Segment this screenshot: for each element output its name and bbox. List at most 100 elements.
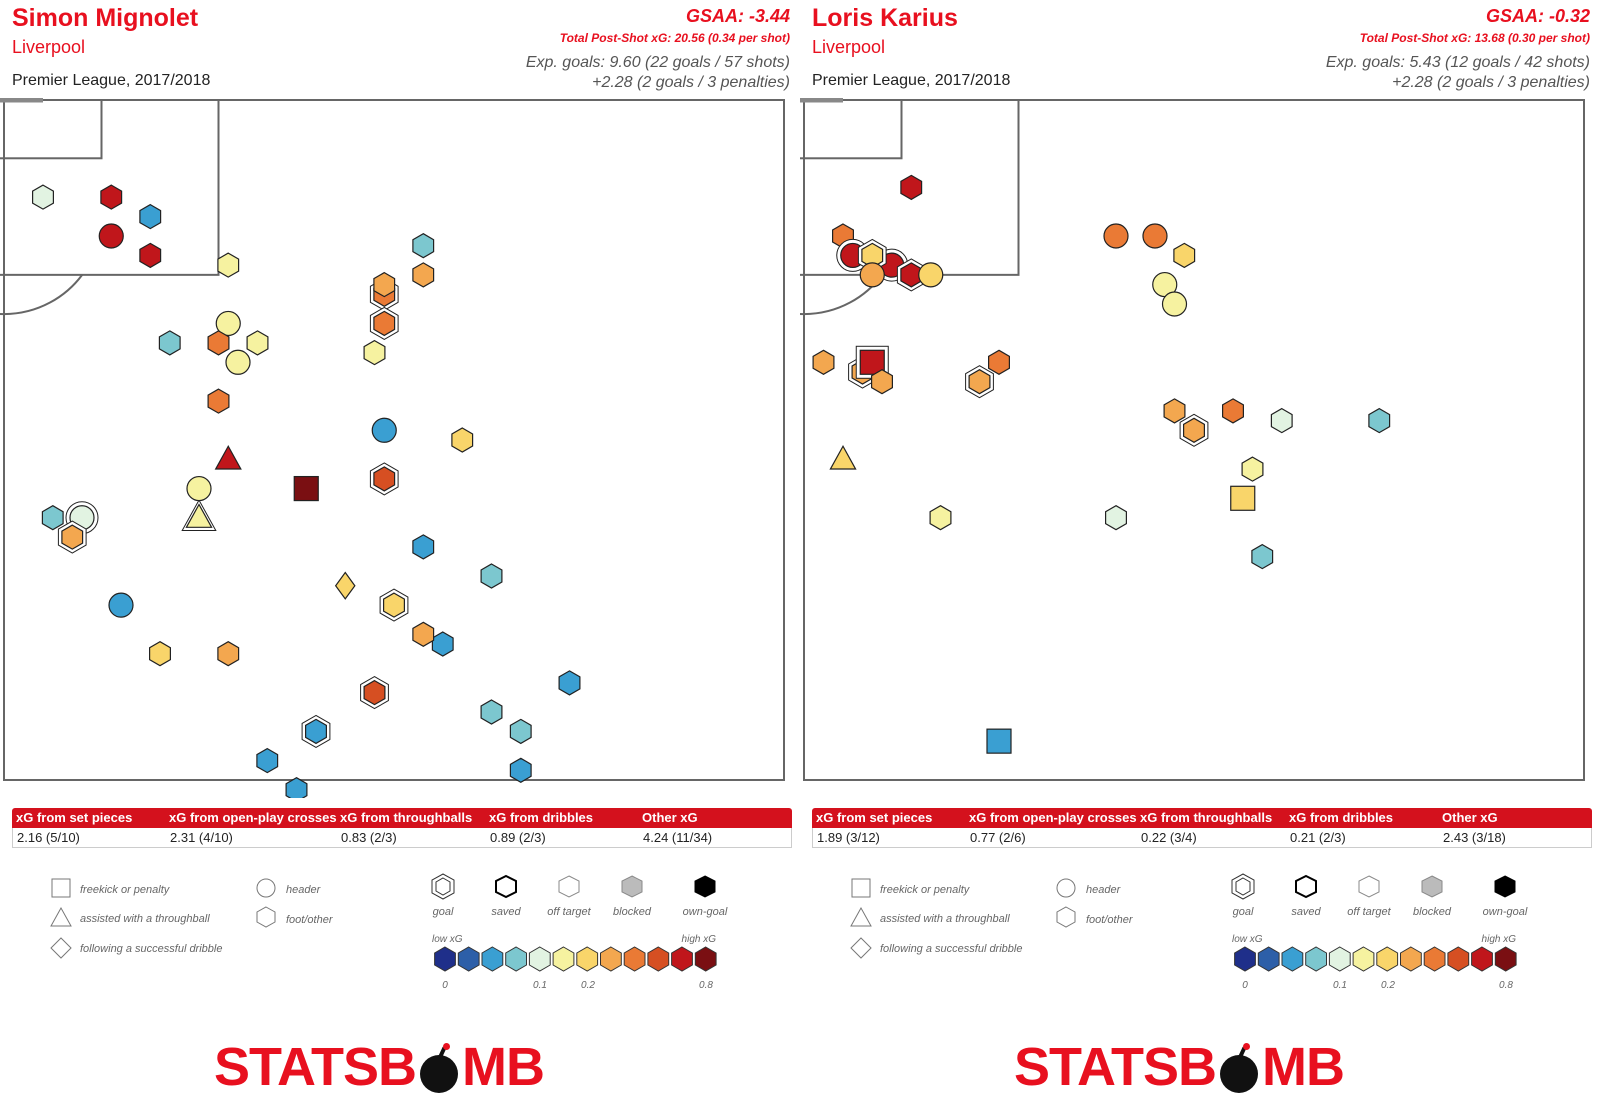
team-name: Liverpool xyxy=(12,37,86,57)
shot-marker xyxy=(988,349,1010,375)
shot-marker xyxy=(100,184,123,210)
legend-shape-label: assisted with a throughball xyxy=(880,913,1010,925)
scale-tick: 0 xyxy=(442,980,448,991)
shot-marker xyxy=(896,258,926,292)
shot-marker xyxy=(855,345,889,379)
gsaa-value: GSAA: -3.44 xyxy=(685,6,790,26)
scale-swatch xyxy=(1305,946,1327,972)
shot-marker xyxy=(1142,223,1168,249)
legend-shape-label: header xyxy=(286,884,322,896)
shot-marker xyxy=(1368,407,1391,434)
shot-marker xyxy=(812,349,835,375)
shot-marker xyxy=(431,631,454,657)
square-icon xyxy=(51,878,71,898)
shot-marker xyxy=(41,505,64,531)
pitch-border xyxy=(803,99,1585,781)
shot-marker xyxy=(363,339,386,366)
shot-marker xyxy=(1163,398,1186,424)
logo-text-right: MB xyxy=(461,1037,545,1097)
shot-marker xyxy=(334,571,356,600)
bomb-icon xyxy=(416,1043,462,1093)
scale-swatch xyxy=(1494,946,1517,972)
table-header: xG from dribbles xyxy=(1289,810,1394,825)
expected-goals-line-2: +2.28 (2 goals / 3 penalties) xyxy=(592,74,790,91)
legend-graphic: freekick or penalty assisted with a thro… xyxy=(50,873,728,991)
table-cell: 1.89 (3/12) xyxy=(817,830,880,845)
statsbomb-logo: STATSB MB xyxy=(214,1036,545,1097)
six-yard-box xyxy=(0,99,103,160)
shot-map-pitch xyxy=(800,98,1585,781)
shot-marker xyxy=(1222,398,1244,424)
scale-tick: 0.2 xyxy=(1381,980,1395,991)
blocked-hexagon-icon xyxy=(1421,875,1443,898)
shot-marker xyxy=(108,592,134,618)
shot-marker xyxy=(217,641,240,667)
hexagon-icon xyxy=(256,906,276,928)
legend-shape-label: assisted with a throughball xyxy=(80,913,210,925)
legend-shape-label: header xyxy=(1086,884,1122,896)
legend-outcome-label: blocked xyxy=(1413,906,1452,918)
table-header: xG from set pieces xyxy=(16,810,133,825)
table-cell: 0.21 (2/3) xyxy=(1290,830,1346,845)
shot-marker xyxy=(480,699,503,725)
competition-label: Premier League, 2017/2018 xyxy=(812,72,1011,89)
shot-marker xyxy=(1179,413,1209,447)
shot-marker xyxy=(371,417,397,443)
scale-low-label: low xG xyxy=(432,934,463,945)
legend-outcome-label: saved xyxy=(491,906,521,918)
shot-marker xyxy=(207,330,230,356)
scale-tick: 0.1 xyxy=(533,980,547,991)
shot-marker xyxy=(1103,223,1129,249)
scale-tick: 0.2 xyxy=(581,980,595,991)
table-cell: 0.89 (2/3) xyxy=(490,830,546,845)
legend-graphic: freekick or penalty assisted with a thro… xyxy=(850,873,1528,991)
scale-swatch xyxy=(434,946,456,972)
shot-marker xyxy=(207,388,230,414)
scale-swatch xyxy=(1471,946,1493,972)
triangle-icon xyxy=(50,906,72,927)
shot-marker xyxy=(360,676,389,710)
triangle-icon xyxy=(850,906,872,927)
shot-marker xyxy=(509,718,532,745)
shot-marker xyxy=(217,252,240,278)
table-header: Other xG xyxy=(1442,810,1498,825)
hexagon-icon xyxy=(1056,906,1076,928)
shot-marker xyxy=(158,330,181,356)
shot-marker xyxy=(900,174,923,201)
scale-swatch xyxy=(576,946,599,972)
goalkeeper-name: Simon Mignolet xyxy=(12,4,199,32)
shot-marker xyxy=(1161,291,1188,317)
scale-swatch xyxy=(1423,946,1446,972)
shot-marker xyxy=(214,444,242,470)
xg-color-scale xyxy=(434,946,717,972)
expected-goals: Exp. goals: 5.43 (12 goals / 42 shots) +… xyxy=(1326,53,1590,93)
scale-swatch xyxy=(528,946,551,972)
legend-outcome-label: off target xyxy=(547,906,591,918)
shot-marker xyxy=(509,757,532,783)
expected-goals-line-1: Exp. goals: 9.60 (22 goals / 57 shots) xyxy=(525,54,790,71)
table-row: 1.89 (3/12) 0.77 (2/6) 0.22 (3/4) 0.21 (… xyxy=(812,828,1592,848)
table-header: xG from set pieces xyxy=(816,810,933,825)
scale-swatch xyxy=(481,946,504,972)
goal-inner-hexagon-icon xyxy=(1235,877,1251,896)
shot-marker xyxy=(412,621,435,647)
post-shot-xg: Total Post-Shot xG: 20.56 (0.34 per shot… xyxy=(559,31,790,45)
legend: freekick or penalty assisted with a thro… xyxy=(0,870,800,1020)
scale-high-label: high xG xyxy=(1482,934,1517,945)
table-header: xG from dribbles xyxy=(489,810,594,825)
shot-marker xyxy=(186,475,212,502)
table-cell: 2.31 (4/10) xyxy=(170,830,233,845)
goalkeeper-name: Loris Karius xyxy=(812,4,958,32)
shot-marker xyxy=(412,534,435,560)
legend-outcome-label: own-goal xyxy=(1483,906,1528,918)
shot-marker xyxy=(369,462,399,496)
expected-goals-line-1: Exp. goals: 5.43 (12 goals / 42 shots) xyxy=(1325,54,1590,71)
table-header: xG from open-play crosses xyxy=(969,810,1137,825)
shot-marker xyxy=(451,427,474,453)
scale-high-label: high xG xyxy=(682,934,717,945)
off-target-hexagon-icon xyxy=(558,875,580,898)
shot-marker xyxy=(829,444,857,470)
statsbomb-logo: STATSB MB xyxy=(1014,1036,1345,1097)
own-goal-hexagon-icon xyxy=(694,875,716,898)
shot-marker xyxy=(31,184,55,210)
